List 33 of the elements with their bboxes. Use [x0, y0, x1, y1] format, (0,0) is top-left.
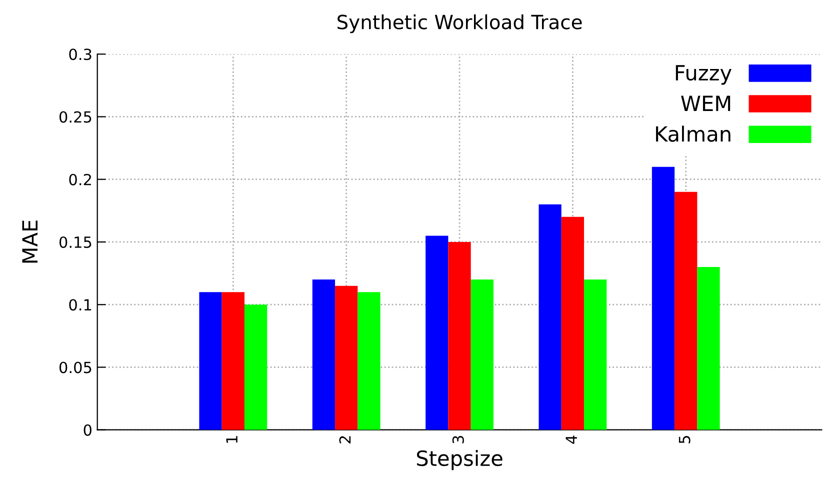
y-tick-label: 0.3	[69, 48, 92, 60]
bar	[358, 292, 380, 430]
bar	[448, 242, 471, 430]
x-tick-label: 2	[339, 436, 351, 444]
x-axis-title: Stepsize	[416, 450, 502, 470]
y-tick-label: 0.1	[69, 299, 92, 311]
bar	[244, 304, 268, 430]
y-axis-title: MAE	[22, 220, 38, 263]
y-tick-label: 0.2	[69, 174, 91, 186]
y-tick-label: 0	[84, 424, 92, 436]
x-tick-label: 1	[226, 436, 238, 443]
legend-label: WEM	[681, 96, 730, 111]
y-tick-label: 0.25	[59, 111, 92, 123]
x-tick-label: 5	[678, 436, 690, 444]
bar	[470, 280, 494, 430]
legend-label: Kalman	[656, 126, 730, 142]
legend-label: Fuzzy	[676, 65, 732, 85]
bar	[538, 204, 562, 430]
y-tick-label: 0.05	[59, 362, 92, 374]
bar	[652, 166, 675, 430]
bar	[584, 280, 607, 430]
x-tick-label: 3	[452, 436, 464, 444]
bar	[697, 267, 720, 430]
y-tick-label: 0.15	[59, 236, 92, 248]
bar	[335, 286, 358, 430]
bar	[426, 236, 448, 430]
bar	[199, 292, 222, 430]
x-tick-label: 4	[566, 436, 577, 444]
chart-title: Synthetic Workload Trace	[338, 14, 582, 34]
bar	[312, 280, 336, 430]
bar	[561, 216, 584, 430]
bar	[674, 192, 698, 430]
bar	[222, 292, 244, 430]
